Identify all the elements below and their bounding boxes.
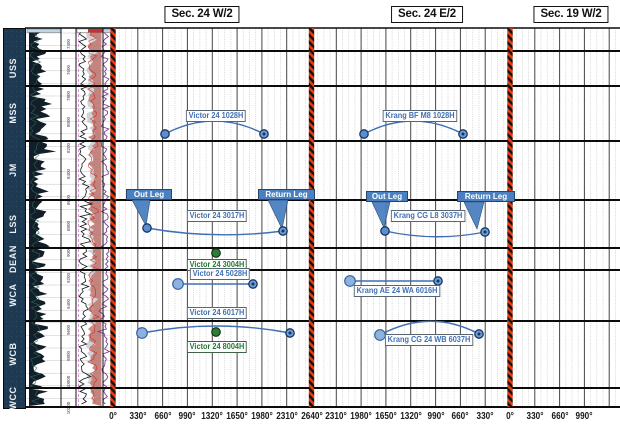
depth-label: 9400: [66, 298, 71, 309]
depth-label: 10000: [66, 375, 71, 388]
depth-label: 9800: [66, 350, 71, 361]
section-boundary-hatch: [507, 28, 513, 407]
well-marker[interactable]: [344, 275, 356, 287]
well-marker-dot: [461, 132, 465, 136]
leg-flag-pointer: [131, 199, 151, 227]
well-marker-dot: [262, 132, 266, 136]
well-marker-dot: [436, 279, 440, 283]
leg-flag-pointer: [371, 201, 391, 229]
well-marker-dot: [477, 332, 481, 336]
leg-flag-pointer: [267, 199, 289, 230]
well-marker-dot: [251, 282, 255, 286]
well-log-tracks: 7400760078008000820084008600880090009200…: [24, 28, 112, 414]
depth-label: 8200: [66, 142, 71, 153]
depth-label: 9200: [66, 272, 71, 283]
well-marker-dot: [281, 229, 285, 233]
well-marker[interactable]: [211, 327, 221, 337]
well-marker[interactable]: [142, 223, 152, 233]
depth-label: 8400: [66, 168, 71, 179]
depth-label: 8000: [66, 116, 71, 127]
well-marker[interactable]: [172, 278, 184, 290]
section-boundary-hatch: [308, 28, 315, 407]
well-marker[interactable]: [359, 129, 369, 139]
well-marker[interactable]: [136, 327, 148, 339]
well-marker[interactable]: [160, 129, 170, 139]
well-marker[interactable]: [211, 248, 221, 258]
well-markers: [136, 129, 490, 341]
depth-label: 7400: [66, 38, 71, 49]
well-marker-dot: [288, 331, 292, 335]
grid: [112, 28, 616, 407]
well-marker-dot: [483, 230, 487, 234]
well-marker[interactable]: [380, 226, 390, 236]
leg-flag-pointer: [463, 201, 485, 230]
depth-label: 9000: [66, 246, 71, 257]
depth-label: 8800: [66, 220, 71, 231]
depth-label: 9600: [66, 324, 71, 335]
section-boundary-hatch: [110, 28, 116, 407]
well-marker[interactable]: [374, 329, 386, 341]
depth-label: 7600: [66, 64, 71, 75]
depth-label: 7800: [66, 90, 71, 101]
